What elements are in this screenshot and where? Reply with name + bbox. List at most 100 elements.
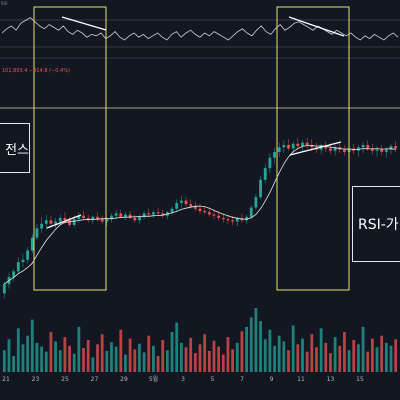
volume-bar: [282, 341, 286, 372]
candle-body: [142, 213, 146, 217]
volume-bar: [329, 353, 332, 372]
volume-bar: [105, 350, 109, 372]
candle-body: [380, 149, 384, 152]
candle-body: [175, 202, 179, 209]
x-axis-tick-label: 5: [211, 376, 215, 383]
volume-bar: [30, 319, 34, 372]
x-axis-tick-label: 25: [61, 376, 69, 383]
candle-body: [375, 149, 379, 151]
candle-body: [96, 216, 99, 220]
candle-body: [152, 212, 155, 215]
x-axis-tick-label: 15: [356, 376, 364, 383]
volume-bar: [347, 350, 351, 372]
volume-bar: [77, 326, 81, 372]
volume-bar: [324, 342, 328, 372]
candle-body: [114, 213, 118, 216]
volume-bar: [394, 339, 398, 372]
candle-body: [389, 146, 393, 150]
volume-bar: [333, 337, 337, 372]
volume-bar: [296, 344, 300, 372]
volume-bar: [82, 348, 85, 372]
x-axis-tick-label: 11: [297, 376, 305, 383]
candle-body: [21, 259, 25, 263]
highlight-box-right[interactable]: [276, 6, 350, 291]
candle-body: [77, 215, 81, 220]
rsi-line: [1, 17, 399, 41]
volume-bar: [142, 352, 146, 372]
candle-body: [296, 143, 300, 147]
candle-body: [35, 228, 39, 238]
rsi-pane: [0, 17, 400, 59]
volume-bar: [91, 357, 95, 372]
volume-bar: [68, 345, 71, 372]
candle-body: [138, 216, 141, 221]
candle-body: [259, 179, 262, 198]
candle-body: [231, 220, 235, 222]
candle-body: [156, 212, 160, 214]
x-axis-tick-label: 13: [327, 376, 335, 383]
candle-body: [273, 151, 276, 158]
candle-body: [333, 147, 337, 151]
volume-bar: [152, 345, 155, 372]
volume-bar: [203, 334, 207, 372]
candle-body: [268, 157, 272, 169]
candle-body: [217, 215, 221, 218]
candle-body: [40, 223, 43, 229]
candle-body: [91, 216, 95, 221]
candle-body: [310, 144, 314, 148]
candle-body: [184, 200, 188, 205]
volume-bar: [179, 342, 183, 372]
candle-body: [384, 149, 388, 152]
volume-bar: [86, 340, 90, 372]
price-trendline-right: [289, 141, 342, 156]
candle-body: [366, 144, 370, 149]
candle-body: [161, 213, 165, 216]
volume-bar: [357, 344, 360, 372]
candle-body: [212, 214, 216, 216]
candle-body: [277, 147, 281, 152]
candle-body: [119, 213, 123, 217]
volume-bar: [49, 332, 53, 372]
volume-bar: [44, 351, 48, 372]
candle-body: [68, 220, 71, 225]
volume-bar: [375, 347, 379, 372]
candle-body: [63, 218, 67, 221]
candle-body: [2, 284, 6, 294]
candle-body: [198, 208, 202, 212]
rsi-trendline-left: [61, 16, 107, 31]
candle-body: [263, 168, 267, 180]
candle-body: [128, 214, 132, 218]
volume-bar: [301, 338, 304, 372]
pane-title: RSI: [1, 1, 8, 6]
volume-bar: [7, 339, 11, 372]
highlight-box-left[interactable]: [33, 6, 107, 291]
volume-bar: [21, 344, 25, 372]
volume-bar: [35, 342, 39, 372]
candle-body: [105, 219, 109, 222]
volume-bar: [54, 341, 57, 372]
volume-bar: [231, 349, 235, 372]
candle-body: [44, 220, 48, 224]
price-trendline-left: [46, 214, 82, 229]
volume-bar: [12, 356, 16, 372]
volume-bar: [287, 350, 290, 372]
volume-bar: [352, 340, 356, 372]
x-axis-tick-label: 23: [32, 376, 40, 383]
candle-body: [30, 237, 34, 251]
volume-bar: [175, 322, 179, 372]
candle-body: [54, 221, 57, 224]
x-axis-tick-label: 9: [270, 376, 274, 383]
volume-bar: [277, 335, 281, 372]
volume-bar: [119, 329, 123, 372]
volume-bar: [291, 325, 295, 372]
candle-body: [110, 215, 113, 220]
annotation-label-left: 전스: [0, 123, 30, 173]
volume-bar: [2, 350, 6, 372]
candle-body: [124, 214, 127, 217]
rsi-trendline-right: [288, 16, 345, 37]
volume-bar: [254, 308, 258, 372]
candle-body: [179, 200, 183, 203]
x-axis-tick-label: 7: [240, 376, 244, 383]
candle-body: [16, 262, 20, 272]
volume-bar: [138, 343, 141, 372]
